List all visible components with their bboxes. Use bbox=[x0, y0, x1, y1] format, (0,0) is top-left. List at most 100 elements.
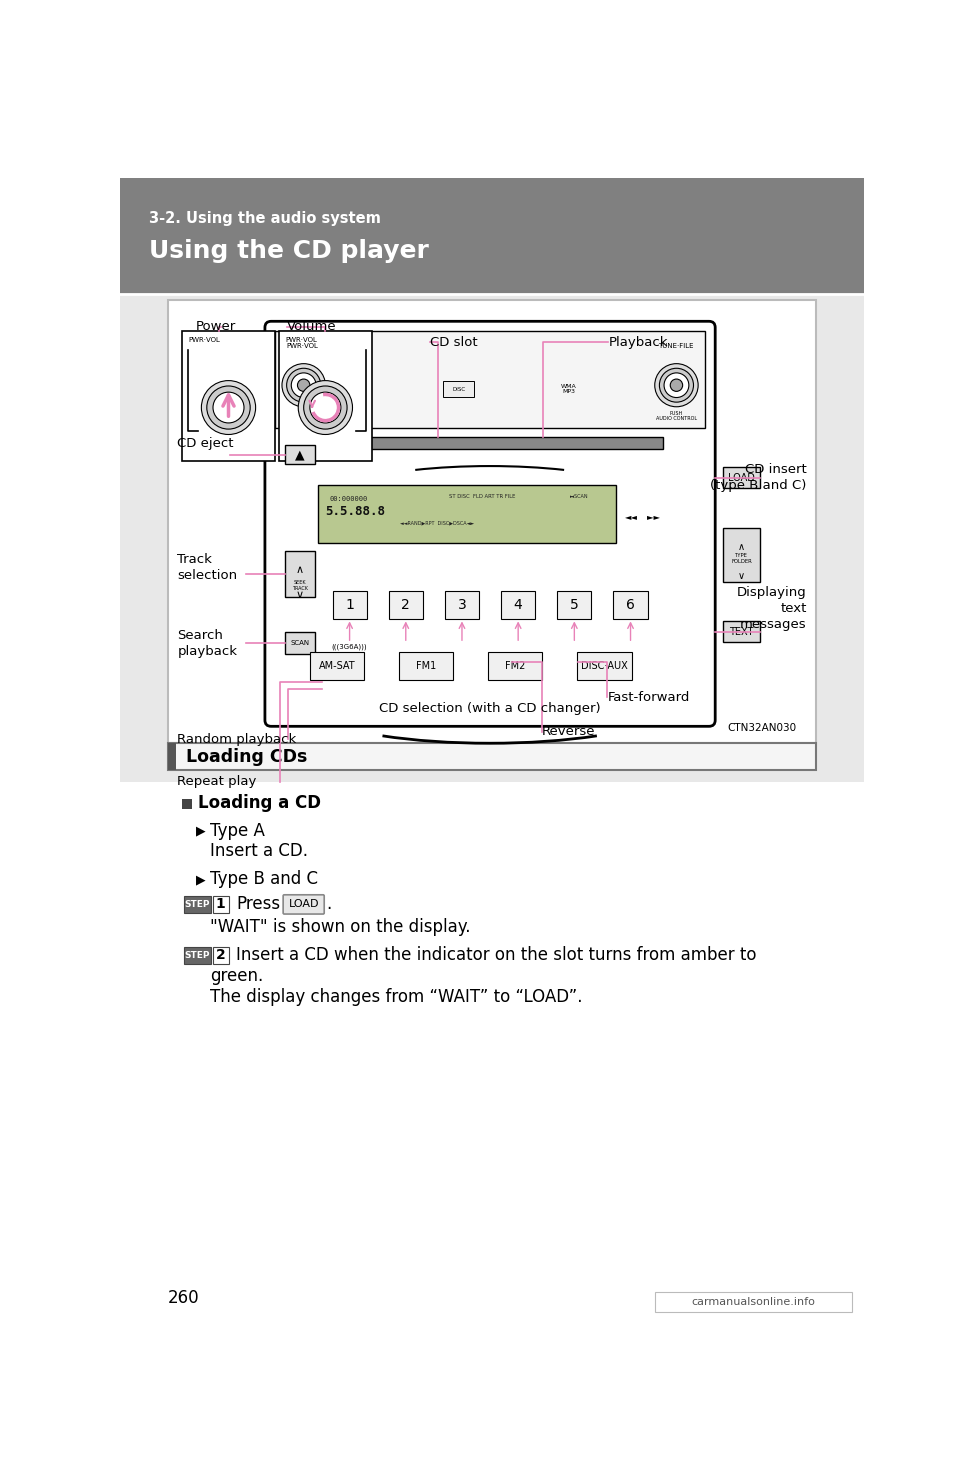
Text: AM-SAT: AM-SAT bbox=[319, 662, 355, 671]
Text: ◄◄RAND▶RPT  DISC▶DSCA◄►: ◄◄RAND▶RPT DISC▶DSCA◄► bbox=[400, 521, 474, 525]
Circle shape bbox=[291, 372, 316, 398]
Text: 4: 4 bbox=[514, 598, 522, 611]
Text: 5.5.88.8: 5.5.88.8 bbox=[325, 505, 385, 518]
Text: STEP: STEP bbox=[184, 951, 210, 960]
Text: 2: 2 bbox=[216, 948, 226, 962]
Text: Press: Press bbox=[236, 895, 280, 914]
Bar bbox=[501, 591, 536, 619]
Bar bbox=[613, 591, 648, 619]
Text: Reverse: Reverse bbox=[541, 726, 595, 738]
Text: TYPE
FOLDER: TYPE FOLDER bbox=[732, 554, 752, 564]
Text: LOAD: LOAD bbox=[288, 899, 319, 910]
Text: CD insert
(type B and C): CD insert (type B and C) bbox=[710, 463, 806, 493]
Text: 2: 2 bbox=[401, 598, 410, 611]
Bar bbox=[168, 743, 816, 770]
Text: CTN32AN030: CTN32AN030 bbox=[728, 723, 797, 733]
Text: PWR·VOL: PWR·VOL bbox=[285, 337, 317, 343]
Bar bbox=[444, 591, 479, 619]
Bar bbox=[168, 743, 176, 770]
Text: ST DISC  FLD ART TR FILE: ST DISC FLD ART TR FILE bbox=[448, 494, 515, 499]
Text: SCAN: SCAN bbox=[290, 640, 309, 646]
Text: Playback: Playback bbox=[609, 335, 668, 349]
Text: TUNE·FILE: TUNE·FILE bbox=[658, 343, 693, 349]
Bar bbox=[558, 591, 591, 619]
Text: PWR·VOL: PWR·VOL bbox=[287, 343, 319, 349]
Bar bbox=[318, 485, 616, 543]
Text: Power: Power bbox=[196, 321, 236, 334]
Text: Insert a CD.: Insert a CD. bbox=[210, 843, 308, 861]
Text: Fast-forward: Fast-forward bbox=[608, 690, 689, 703]
Bar bbox=[213, 896, 228, 913]
Text: PWR·VOL: PWR·VOL bbox=[188, 337, 220, 343]
Text: 3-2. Using the audio system: 3-2. Using the audio system bbox=[150, 211, 381, 226]
Text: TEXT: TEXT bbox=[730, 626, 754, 637]
Bar bbox=[285, 632, 315, 654]
Bar bbox=[120, 178, 864, 294]
Text: Loading CDs: Loading CDs bbox=[186, 748, 307, 766]
Bar bbox=[183, 947, 211, 963]
Circle shape bbox=[213, 392, 244, 423]
Bar bbox=[655, 1291, 852, 1312]
Text: 00:000000: 00:000000 bbox=[329, 496, 368, 502]
Bar bbox=[275, 331, 706, 427]
Circle shape bbox=[202, 380, 255, 435]
Text: Track
selection: Track selection bbox=[178, 554, 237, 582]
Text: green.: green. bbox=[210, 968, 263, 985]
Bar bbox=[332, 591, 367, 619]
Circle shape bbox=[206, 386, 251, 429]
Bar bbox=[444, 381, 474, 396]
Text: 1: 1 bbox=[216, 898, 226, 911]
Text: DISC: DISC bbox=[452, 386, 466, 392]
Bar bbox=[285, 445, 315, 463]
Text: SEEK
TRACK: SEEK TRACK bbox=[292, 580, 308, 591]
Circle shape bbox=[298, 378, 310, 392]
Bar bbox=[278, 331, 372, 462]
Bar bbox=[723, 528, 760, 582]
Bar bbox=[213, 947, 228, 963]
Text: CD eject: CD eject bbox=[178, 436, 234, 450]
Text: ∧: ∧ bbox=[296, 565, 304, 574]
Text: WMA
MP3: WMA MP3 bbox=[561, 384, 577, 395]
Bar bbox=[168, 300, 816, 743]
FancyBboxPatch shape bbox=[283, 895, 324, 914]
Text: 6: 6 bbox=[626, 598, 635, 611]
Bar bbox=[318, 436, 662, 450]
Circle shape bbox=[287, 368, 321, 402]
Circle shape bbox=[670, 378, 683, 392]
Text: Type A: Type A bbox=[210, 822, 265, 840]
Text: Volume: Volume bbox=[287, 321, 336, 334]
Bar bbox=[182, 331, 275, 462]
Text: ∨: ∨ bbox=[296, 589, 304, 600]
Text: ◄◄: ◄◄ bbox=[625, 512, 638, 521]
Circle shape bbox=[299, 380, 352, 435]
Bar bbox=[182, 798, 192, 809]
Circle shape bbox=[660, 368, 693, 402]
FancyBboxPatch shape bbox=[265, 322, 715, 726]
Text: Repeat play: Repeat play bbox=[178, 775, 256, 788]
Text: ▲: ▲ bbox=[295, 448, 304, 462]
Bar bbox=[285, 551, 315, 597]
Text: .: . bbox=[326, 895, 331, 914]
Bar bbox=[183, 896, 211, 913]
Text: ►►: ►► bbox=[647, 512, 662, 521]
Bar bbox=[399, 653, 453, 680]
Text: ∧: ∧ bbox=[738, 542, 745, 552]
Text: CD slot: CD slot bbox=[430, 335, 478, 349]
Text: "WAIT" is shown on the display.: "WAIT" is shown on the display. bbox=[210, 919, 470, 936]
Bar bbox=[723, 467, 760, 488]
Bar bbox=[577, 653, 632, 680]
Bar bbox=[120, 294, 864, 782]
Text: ▶: ▶ bbox=[196, 873, 205, 886]
Circle shape bbox=[310, 392, 341, 423]
Bar bbox=[389, 591, 422, 619]
Text: Loading a CD: Loading a CD bbox=[198, 794, 321, 812]
Bar bbox=[723, 620, 760, 643]
Text: Search
playback: Search playback bbox=[178, 629, 237, 657]
Circle shape bbox=[303, 386, 348, 429]
Text: ▸◂SCAN: ▸◂SCAN bbox=[570, 494, 588, 499]
Text: carmanualsonline.info: carmanualsonline.info bbox=[691, 1297, 815, 1306]
Circle shape bbox=[282, 364, 325, 407]
Text: PUSH
AUDIO CONTROL: PUSH AUDIO CONTROL bbox=[656, 411, 697, 421]
Text: Insert a CD when the indicator on the slot turns from amber to: Insert a CD when the indicator on the sl… bbox=[236, 947, 756, 965]
Circle shape bbox=[664, 372, 689, 398]
